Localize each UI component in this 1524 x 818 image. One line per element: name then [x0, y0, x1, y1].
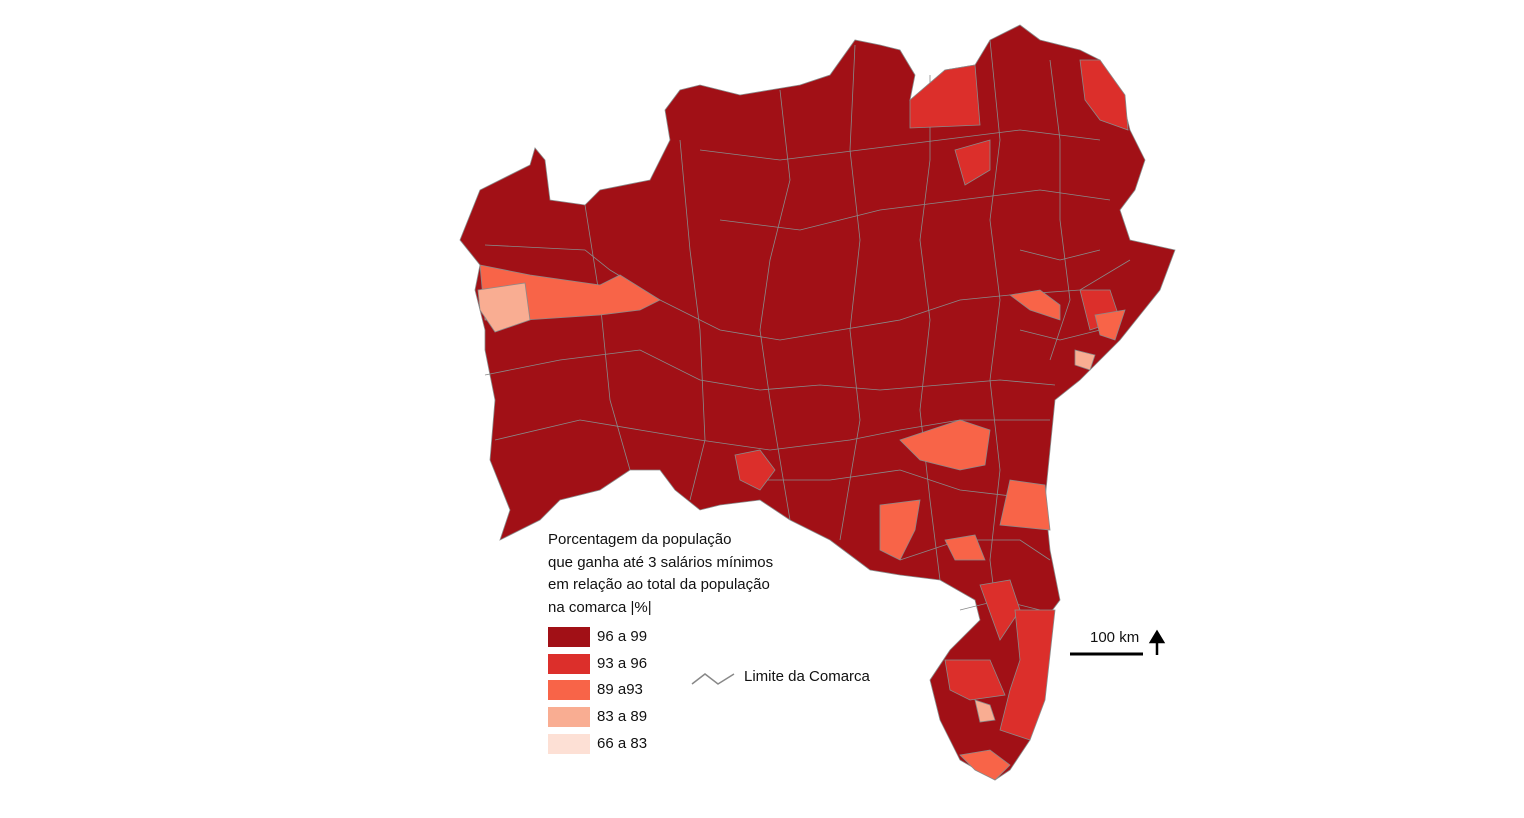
- region: [974, 699, 996, 723]
- comarca-boundary: [584, 139, 706, 501]
- scale-label: 100 km: [1090, 629, 1139, 646]
- region: [999, 479, 1051, 531]
- region: [1079, 59, 1129, 131]
- scale-bar: 100 km: [1070, 629, 1166, 656]
- region: [909, 64, 981, 129]
- region: [1094, 309, 1126, 341]
- region: [1074, 349, 1096, 371]
- legend-label: 89 a93: [597, 681, 643, 698]
- region: [1009, 289, 1061, 321]
- comarca-boundary: [699, 129, 1111, 231]
- region: [879, 499, 921, 561]
- legend: Porcentagem da população que ganha até 3…: [548, 531, 871, 754]
- region: [899, 419, 991, 471]
- region: [954, 139, 991, 186]
- comarca-boundary: [494, 419, 1050, 451]
- legend-label: 93 a 96: [597, 655, 647, 672]
- comarca-boundary: [484, 349, 1056, 391]
- legend-swatch: [548, 707, 590, 727]
- north-arrow: [1148, 629, 1166, 655]
- map: [459, 24, 1176, 781]
- legend-title: na comarca |%|: [548, 599, 652, 616]
- region: [959, 749, 1011, 781]
- comarca-boundary: [1019, 59, 1101, 361]
- region: [944, 534, 986, 561]
- boundaries: [484, 39, 1131, 641]
- legend-swatch: [548, 654, 590, 674]
- legend-swatch: [548, 680, 590, 700]
- comarca-boundary: [759, 44, 861, 541]
- region: [944, 659, 1006, 701]
- legend-label: 96 a 99: [597, 628, 647, 645]
- legend-swatch: [548, 734, 590, 754]
- region: [999, 609, 1056, 741]
- legend-label: 83 a 89: [597, 708, 647, 725]
- legend-label: 66 a 83: [597, 735, 647, 752]
- region: [734, 449, 776, 491]
- legend-swatch: [548, 627, 590, 647]
- legend-title: em relação ao total da população: [548, 576, 770, 593]
- region: [477, 282, 531, 333]
- boundary-label: Limite da Comarca: [744, 668, 871, 685]
- boundary-symbol: [691, 673, 735, 685]
- legend-title: Porcentagem da população: [548, 531, 731, 548]
- comarca-boundary: [919, 39, 1001, 641]
- legend-title: que ganha até 3 salários mínimos: [548, 554, 773, 571]
